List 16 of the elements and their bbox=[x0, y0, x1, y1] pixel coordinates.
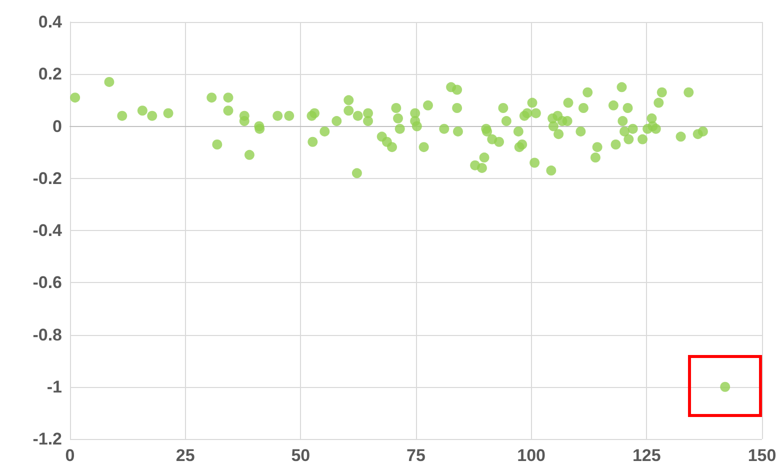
x-tick-label: 0 bbox=[65, 446, 75, 464]
x-tick-label: 150 bbox=[748, 446, 776, 464]
y-tick-label: 0.4 bbox=[38, 12, 63, 32]
x-tick-label: 125 bbox=[632, 446, 661, 464]
y-tick-label: -0.6 bbox=[32, 273, 62, 292]
y-tick-label: -1.2 bbox=[32, 430, 62, 448]
y-tick-label: -1 bbox=[46, 377, 62, 396]
y-tick-label: 0 bbox=[52, 116, 62, 136]
y-tick-label: -0.4 bbox=[32, 221, 63, 240]
x-tick-label: 75 bbox=[406, 446, 426, 464]
x-tick-label: 50 bbox=[291, 446, 310, 464]
y-tick-label: -0.2 bbox=[32, 168, 62, 188]
y-tick-label: -0.8 bbox=[32, 325, 62, 344]
x-tick-label: 100 bbox=[517, 446, 546, 464]
x-tick-label: 25 bbox=[176, 446, 195, 464]
y-tick-label: 0.2 bbox=[38, 64, 62, 84]
